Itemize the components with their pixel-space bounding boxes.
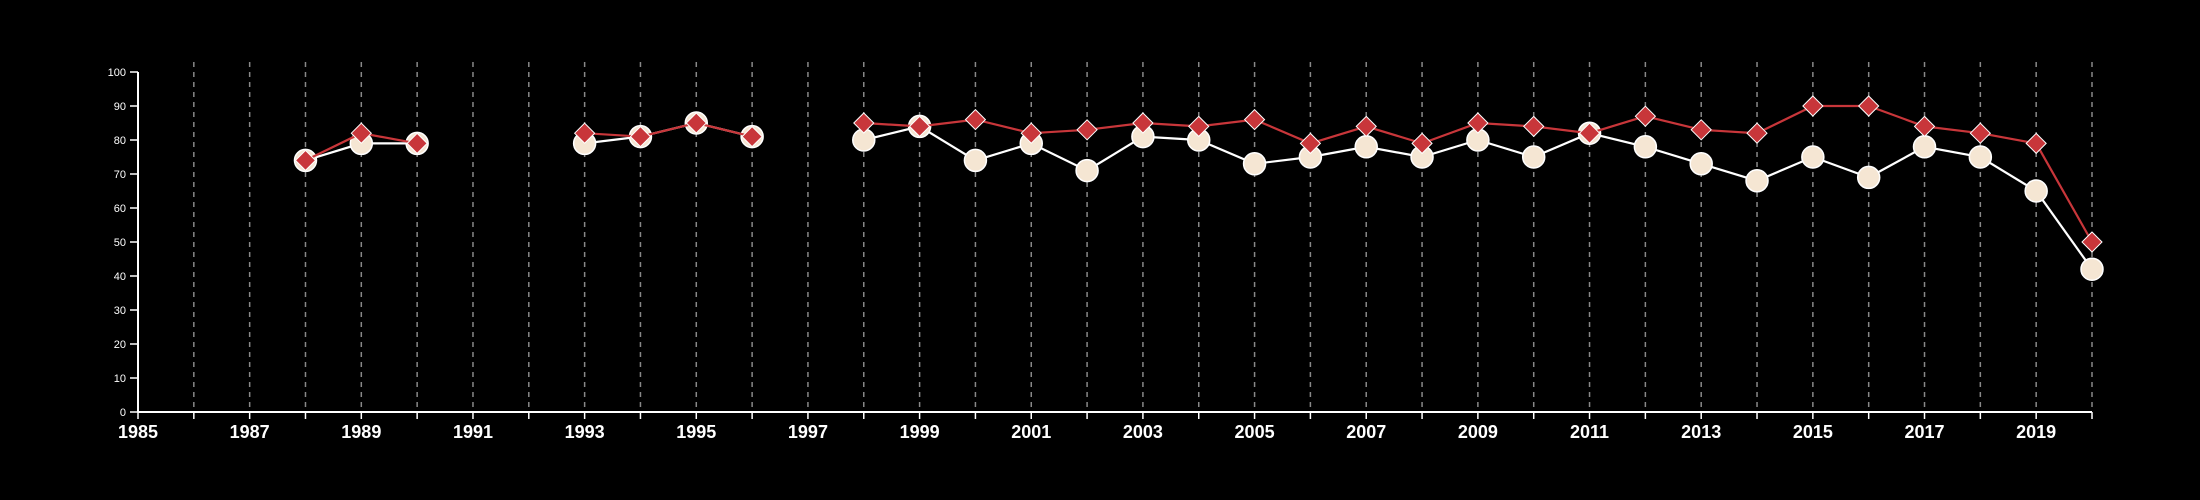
data-point <box>2081 231 2103 253</box>
data-point <box>1802 95 1824 117</box>
series-line <box>584 121 753 138</box>
data-point <box>1745 169 1769 193</box>
data-point <box>350 122 373 144</box>
data-point <box>1689 152 1713 176</box>
y-tick-label: 100 <box>108 67 126 79</box>
data-point <box>1075 158 1099 183</box>
data-point <box>964 108 987 131</box>
y-tick-label: 50 <box>114 237 126 249</box>
data-point <box>1355 115 1377 138</box>
x-tick-label: 1987 <box>230 422 270 442</box>
data-point <box>1354 135 1378 159</box>
data-point <box>1968 145 1993 169</box>
x-tick-label: 2011 <box>1570 422 1609 442</box>
data-point <box>853 112 875 134</box>
data-point <box>573 122 596 144</box>
x-tick-label: 1991 <box>453 422 493 442</box>
data-point <box>2080 257 2104 281</box>
series-2 <box>294 95 2103 253</box>
data-point <box>1746 122 1768 144</box>
x-tick-label: 1985 <box>118 422 158 442</box>
data-point <box>1801 145 1825 169</box>
y-tick-label: 0 <box>120 407 126 419</box>
data-point <box>1523 115 1545 138</box>
data-point <box>963 148 988 173</box>
y-tick-label: 80 <box>114 135 126 147</box>
y-tick-label: 90 <box>114 101 126 113</box>
y-tick-label: 60 <box>114 203 126 215</box>
x-tick-label: 2001 <box>1011 422 1051 442</box>
data-point <box>1856 165 1881 190</box>
data-point <box>2024 179 2048 203</box>
x-tick-label: 2015 <box>1793 422 1833 442</box>
data-point <box>1467 112 1489 134</box>
data-point <box>2025 132 2047 155</box>
axes: 0 10 20 30 40 50 60 70 80 90 100 1985 1987 1989 1991 19… <box>108 67 2093 442</box>
data-point <box>1188 115 1210 138</box>
x-tick-label: 1993 <box>565 422 605 442</box>
y-tick-label: 30 <box>114 305 126 317</box>
data-point <box>1857 95 1880 117</box>
data-point <box>1242 152 1267 176</box>
x-tick-label: 2019 <box>2016 422 2056 442</box>
data-point <box>908 115 931 138</box>
data-point <box>1633 135 1658 159</box>
data-point <box>1076 119 1098 141</box>
data-point <box>406 132 428 155</box>
x-tick-label: 2007 <box>1346 422 1386 442</box>
data-point <box>741 125 763 148</box>
x-tick-label: 2009 <box>1458 422 1498 442</box>
data-point <box>685 112 707 134</box>
data-point <box>1411 132 1433 155</box>
y-tick-label: 10 <box>114 373 126 385</box>
y-tick-label: 20 <box>114 339 126 351</box>
series-1 <box>293 111 2104 281</box>
data-point <box>1578 122 1601 144</box>
x-tick-label: 1989 <box>341 422 381 442</box>
data-point <box>1521 145 1546 169</box>
data-series <box>293 95 2104 281</box>
data-point <box>1132 112 1154 134</box>
x-tick-label: 1995 <box>676 422 716 442</box>
data-point <box>1299 132 1322 155</box>
data-point <box>629 125 652 148</box>
x-tick-label: 2013 <box>1681 422 1721 442</box>
data-point <box>1912 135 1937 159</box>
data-point <box>1969 122 1992 144</box>
data-point <box>1913 115 1936 138</box>
y-tick-label: 40 <box>114 271 126 283</box>
data-point <box>1020 122 1042 144</box>
x-tick-label: 1997 <box>788 422 828 442</box>
y-tick-label: 70 <box>114 169 126 181</box>
data-point <box>294 149 317 172</box>
data-point <box>1243 108 1266 131</box>
data-point <box>1634 105 1657 127</box>
x-tick-label: 2005 <box>1235 422 1275 442</box>
x-tick-label: 2017 <box>1904 422 1944 442</box>
data-point <box>1690 119 1712 141</box>
x-tick-label: 2003 <box>1123 422 1163 442</box>
x-tick-label: 1999 <box>900 422 940 442</box>
